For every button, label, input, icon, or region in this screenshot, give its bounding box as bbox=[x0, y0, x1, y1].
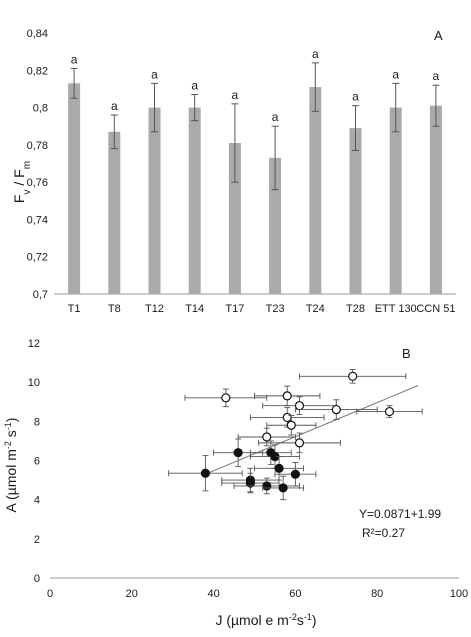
x-tick-label: T1 bbox=[68, 303, 81, 315]
y-tick-label: 0,84 bbox=[27, 28, 48, 40]
bar bbox=[148, 107, 161, 294]
y-tick-label: 8 bbox=[34, 416, 40, 428]
regression-equation: Y=0.0871+1.99 bbox=[359, 507, 441, 521]
x-tick-label: T14 bbox=[185, 303, 204, 315]
bar bbox=[188, 107, 201, 294]
x-tick-label: T12 bbox=[145, 303, 164, 315]
open-data-point bbox=[384, 406, 395, 417]
x-tick-label: 0 bbox=[47, 588, 53, 600]
y-tick-label: 6 bbox=[34, 456, 40, 468]
open-data-point bbox=[294, 401, 305, 411]
bar bbox=[68, 83, 81, 294]
significance-letter: a bbox=[352, 90, 359, 104]
panel-b-ylabel: A (µmol m-2 s-1) bbox=[3, 418, 19, 513]
y-tick-label: 0,78 bbox=[27, 140, 48, 152]
scatter-chart-panel-b: A (µmol m-2 s-1) J (µmol e m-2s-1) B Y=0… bbox=[3, 338, 468, 628]
trend-line bbox=[205, 385, 419, 475]
panel-a-label: A bbox=[434, 28, 443, 43]
x-tick-label: 40 bbox=[207, 588, 219, 600]
y-tick-label: 0,82 bbox=[27, 65, 48, 77]
x-tick-label: T8 bbox=[108, 303, 121, 315]
open-data-point bbox=[262, 432, 272, 442]
y-tick-label: 10 bbox=[28, 377, 40, 389]
bar bbox=[108, 131, 121, 294]
filled-data-point bbox=[262, 481, 272, 491]
y-tick-label: 12 bbox=[28, 338, 40, 350]
y-tick-label: 0,8 bbox=[33, 103, 48, 115]
open-data-point bbox=[331, 404, 341, 415]
significance-letter: a bbox=[232, 88, 239, 102]
bar bbox=[349, 128, 362, 294]
significance-letter: a bbox=[392, 67, 399, 81]
y-tick-label: 0 bbox=[34, 573, 40, 585]
open-data-point bbox=[282, 412, 292, 423]
x-tick-label: T24 bbox=[306, 303, 325, 315]
open-data-point bbox=[286, 420, 296, 430]
x-tick-label: 80 bbox=[371, 588, 383, 600]
filled-data-point bbox=[233, 448, 243, 458]
panel-b-label: B bbox=[402, 346, 411, 361]
bar bbox=[429, 105, 442, 294]
x-tick-label: 20 bbox=[126, 588, 138, 600]
panel-a-ylabel: Fv / Fm bbox=[11, 161, 33, 203]
bar bbox=[309, 87, 322, 294]
y-tick-label: 0,76 bbox=[27, 177, 48, 189]
significance-letter: a bbox=[111, 99, 118, 113]
x-tick-label: T28 bbox=[346, 303, 365, 315]
bar bbox=[269, 157, 282, 294]
significance-letter: a bbox=[433, 69, 440, 83]
open-data-point bbox=[282, 391, 292, 401]
r-squared-label: R²=0.27 bbox=[362, 526, 405, 540]
x-tick-label: 100 bbox=[450, 588, 468, 600]
bar-chart-panel-a: Fv / Fm A 0,7 0,72 0,74 0,76 0,78 0,8 0,82 0,84… bbox=[11, 28, 456, 315]
significance-letter: a bbox=[312, 47, 319, 61]
y-tick-label: 0,7 bbox=[33, 289, 48, 301]
open-data-point bbox=[221, 393, 231, 403]
y-tick-label: 2 bbox=[34, 534, 40, 546]
panel-b-xlabel: J (µmol e m-2s-1) bbox=[215, 612, 316, 628]
significance-letter: a bbox=[191, 79, 198, 93]
filled-data-point bbox=[290, 469, 300, 479]
y-tick-label: 0,74 bbox=[27, 214, 48, 226]
x-tick-label: ETT 130 bbox=[375, 303, 417, 315]
x-tick-label: T23 bbox=[266, 303, 285, 315]
significance-letter: a bbox=[151, 67, 158, 81]
x-tick-label: T17 bbox=[225, 303, 244, 315]
y-tick-label: 4 bbox=[34, 495, 40, 507]
filled-data-point bbox=[278, 483, 288, 493]
bar bbox=[389, 107, 402, 294]
bar bbox=[228, 142, 241, 294]
significance-letter: a bbox=[272, 110, 279, 124]
significance-letter: a bbox=[71, 52, 78, 66]
open-data-point bbox=[294, 438, 305, 448]
filled-data-point bbox=[245, 478, 256, 488]
x-tick-label: 60 bbox=[289, 588, 301, 600]
y-tick-label: 0,72 bbox=[27, 252, 48, 264]
filled-data-point bbox=[274, 463, 284, 473]
filled-data-point bbox=[200, 468, 211, 478]
open-data-point bbox=[348, 371, 358, 381]
x-tick-label: CCN 51 bbox=[416, 303, 455, 315]
